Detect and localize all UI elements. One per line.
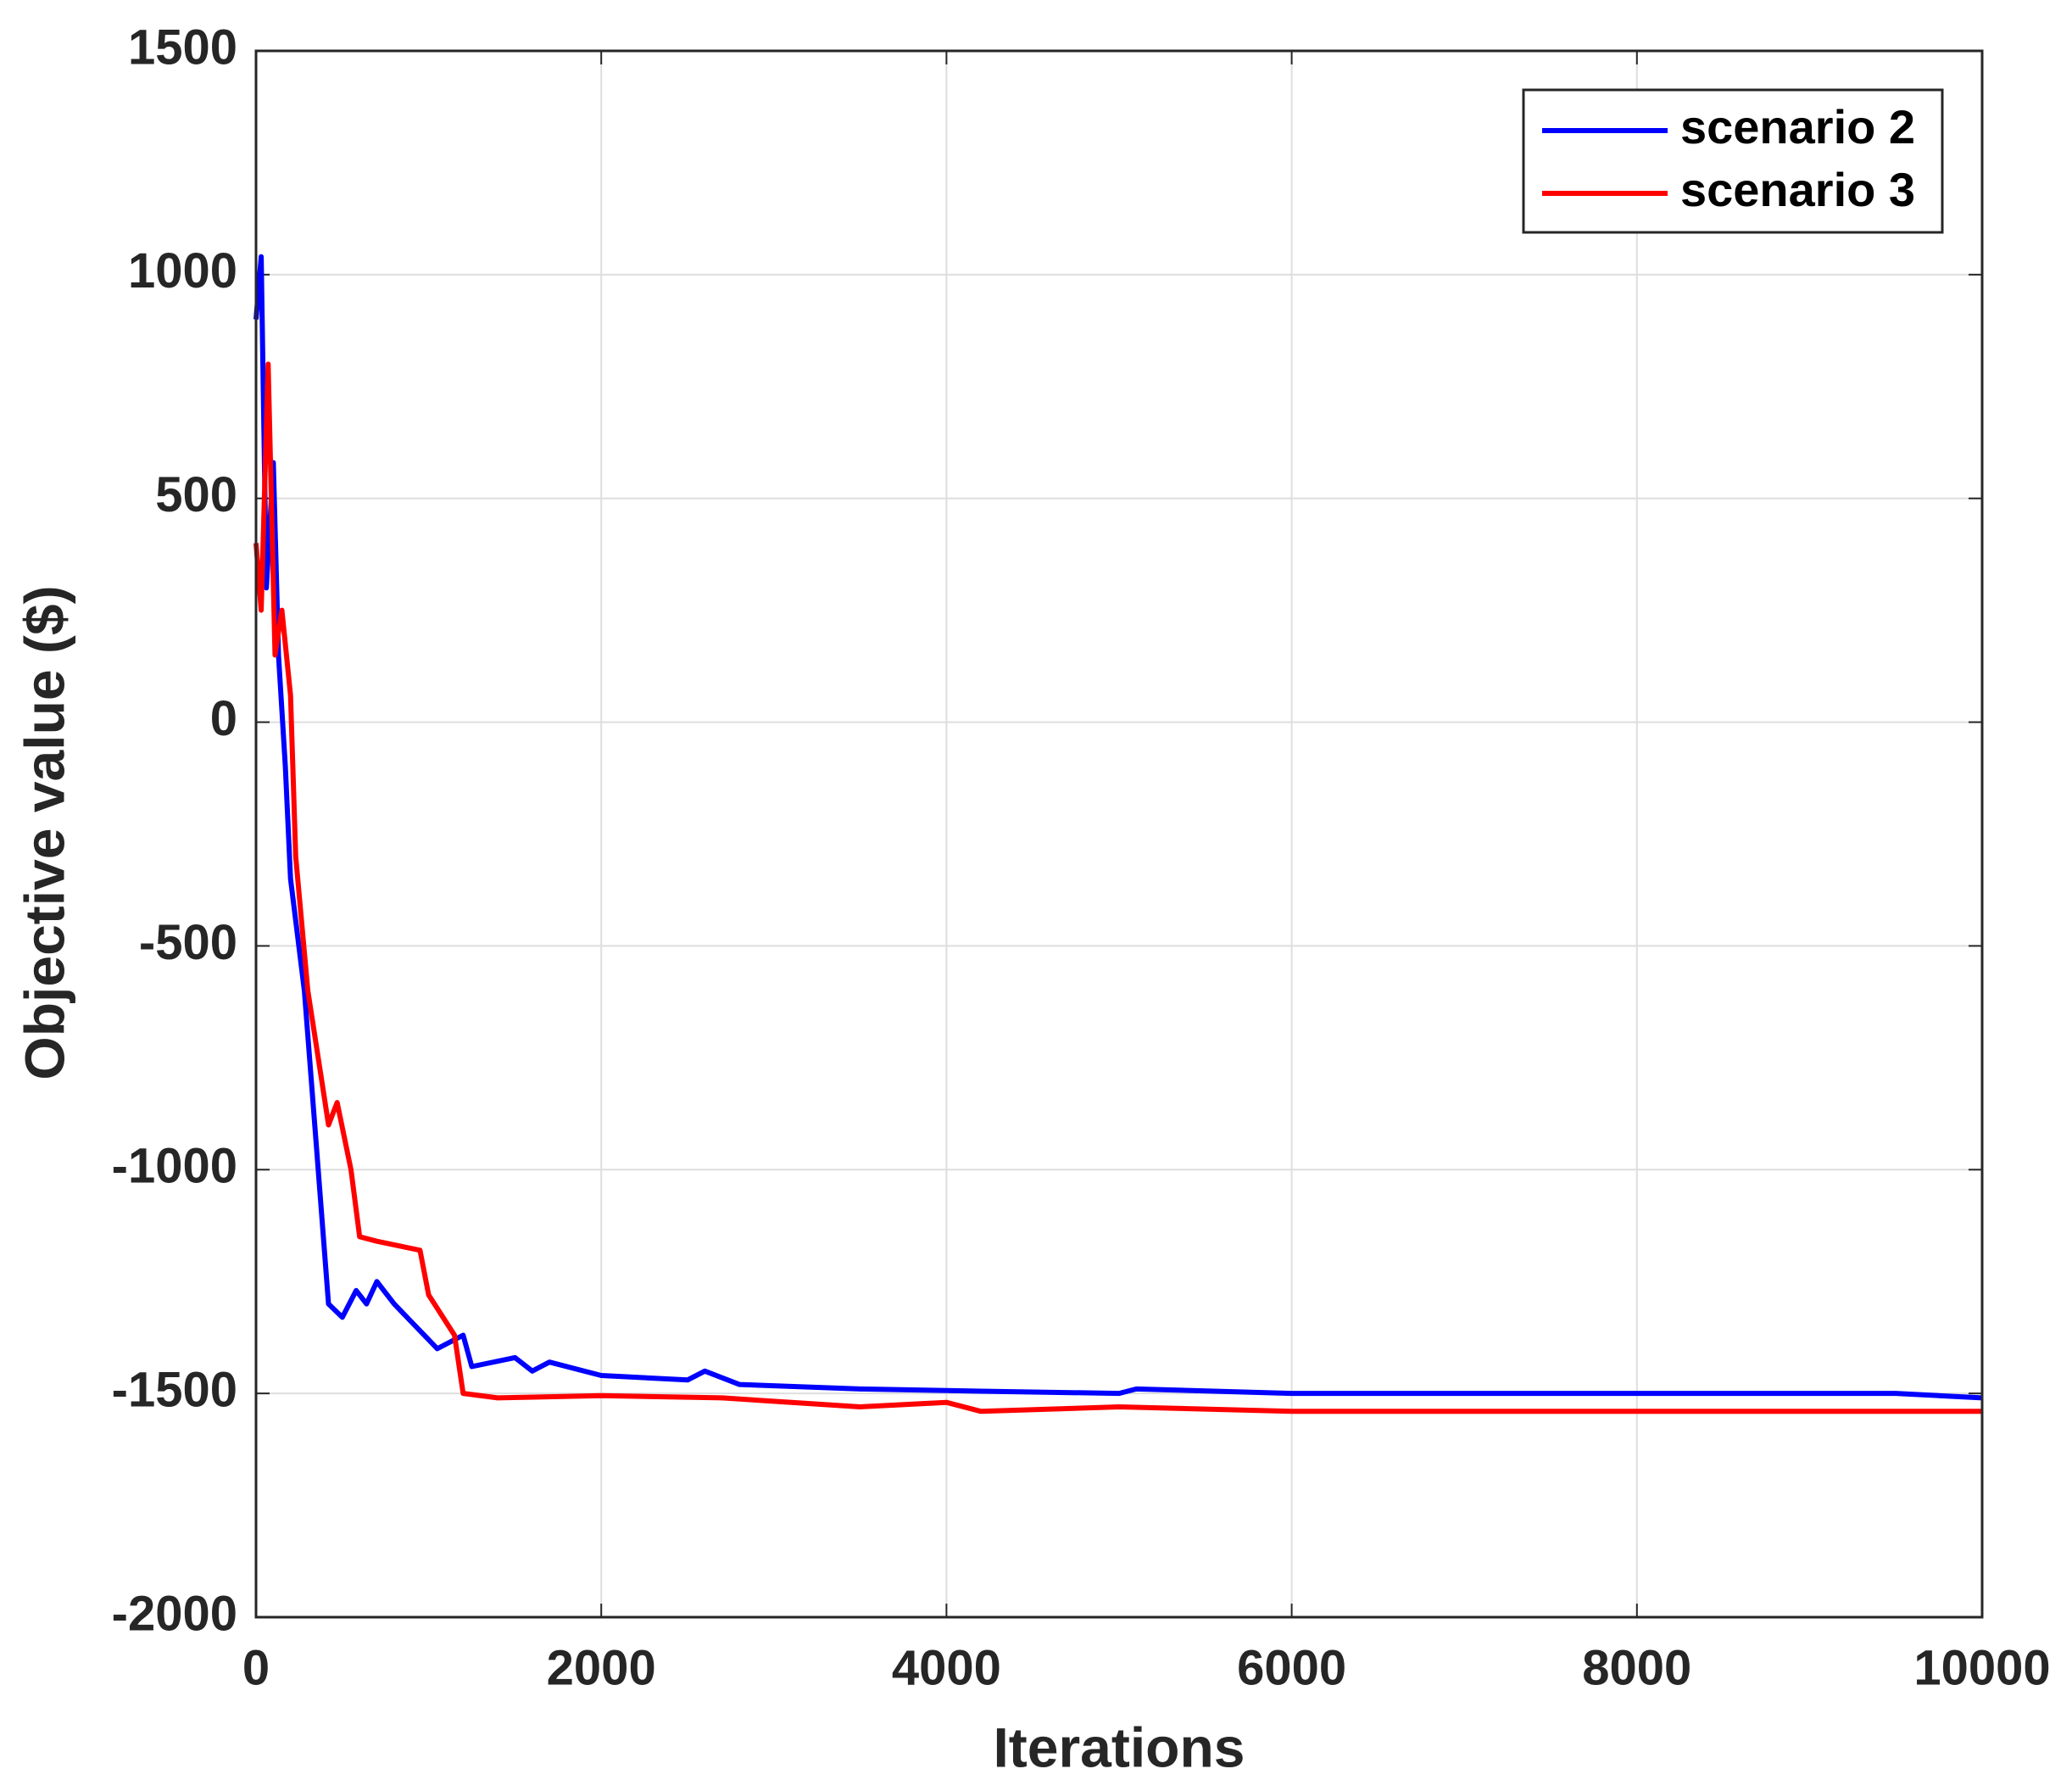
- y-tick-label: 500: [155, 467, 237, 522]
- series-line: [253, 361, 1982, 1415]
- x-tick-label: 6000: [1237, 1640, 1346, 1695]
- x-tick-label: 2000: [547, 1640, 656, 1695]
- y-tick-label: 1000: [128, 243, 237, 299]
- legend-box: [1522, 88, 1944, 234]
- x-tick-label: 4000: [892, 1640, 1001, 1695]
- y-tick-label: -500: [139, 915, 237, 970]
- series-line: [253, 254, 1983, 1401]
- y-tick-label: -1500: [112, 1362, 237, 1417]
- y-axis-label: Objective value ($): [13, 585, 75, 1080]
- x-tick-label: 10000: [1913, 1640, 2050, 1695]
- y-tick-label: 0: [210, 691, 237, 746]
- x-axis-label: Iterations: [993, 1716, 1245, 1778]
- x-tick-label: 0: [242, 1640, 270, 1695]
- y-tick-label: -1000: [112, 1139, 237, 1194]
- y-tick-label: -2000: [112, 1586, 237, 1641]
- plot-border: [254, 49, 1984, 1619]
- legend-label: scenario 2: [1680, 100, 1915, 153]
- y-tick-label: 1500: [128, 20, 237, 75]
- legend-label: scenario 3: [1680, 163, 1915, 216]
- plot-area: [256, 51, 1982, 1617]
- x-tick-label: 8000: [1582, 1640, 1691, 1695]
